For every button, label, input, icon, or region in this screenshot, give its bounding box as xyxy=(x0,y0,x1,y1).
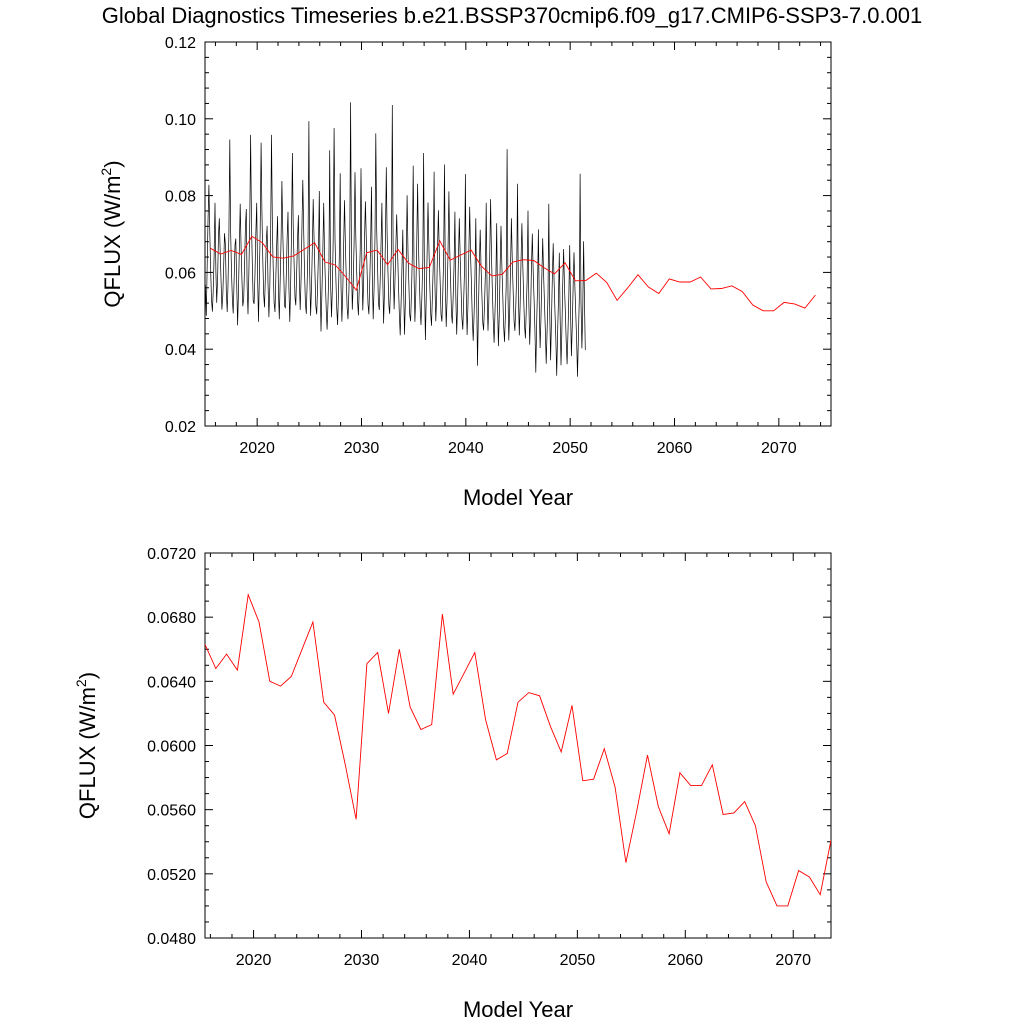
plot-frame xyxy=(204,552,832,939)
y-axis-title: QFLUX (W/m2) xyxy=(98,160,125,307)
x-tick-label: 2070 xyxy=(761,440,797,457)
figure-title: Global Diagnostics Timeseries b.e21.BSSP… xyxy=(102,3,923,28)
y-axis-title-superscript: 2 xyxy=(73,679,89,687)
monthly-series-line xyxy=(205,102,586,377)
y-axis-title: QFLUX (W/m2) xyxy=(73,672,100,819)
x-tick-label: 2050 xyxy=(552,440,588,457)
annual-mean-series-line xyxy=(209,235,816,312)
x-tick-label: 2050 xyxy=(560,952,596,969)
x-tick-label: 2030 xyxy=(344,952,380,969)
y-tick-label: 0.10 xyxy=(165,112,196,129)
y-tick-label: 0.0640 xyxy=(147,674,196,691)
y-tick-label: 0.0600 xyxy=(147,739,196,756)
y-tick-label: 0.02 xyxy=(165,419,196,436)
x-tick-label: 2040 xyxy=(448,440,484,457)
y-axis-title-text: QFLUX (W/m xyxy=(75,687,100,819)
y-axis-title-close: ) xyxy=(75,672,100,679)
y-tick-label: 0.04 xyxy=(165,342,196,359)
y-axis-title-superscript: 2 xyxy=(98,168,114,176)
x-axis-title: Model Year xyxy=(463,997,573,1022)
y-tick-label: 0.08 xyxy=(165,189,196,206)
y-tick-label: 0.06 xyxy=(165,265,196,282)
y-tick-label: 0.0480 xyxy=(147,931,196,948)
x-tick-label: 2020 xyxy=(236,952,272,969)
y-tick-label: 0.0720 xyxy=(147,546,196,563)
y-tick-label: 0.12 xyxy=(165,35,196,52)
y-tick-label: 0.0680 xyxy=(147,610,196,627)
x-tick-label: 2060 xyxy=(667,952,703,969)
top-panel-monthly-timeseries: 2020 2030 2040 2050 2060 2070 0.02 0.04 0.06 0.08… xyxy=(98,35,832,510)
bottom-panel-annual-timeseries: 2020 2030 2040 2050 2060 2070 0.0480 0.0520 0.05… xyxy=(73,546,832,1022)
x-tick-label: 2040 xyxy=(452,952,488,969)
annual-mean-series-line xyxy=(205,592,831,907)
x-tick-label: 2020 xyxy=(239,440,275,457)
plot-frame xyxy=(204,41,832,427)
y-tick-label: 0.0520 xyxy=(147,867,196,884)
x-tick-label: 2030 xyxy=(344,440,380,457)
x-tick-label: 2060 xyxy=(657,440,693,457)
y-axis-title-close: ) xyxy=(100,160,125,167)
x-axis-title: Model Year xyxy=(463,485,573,510)
y-tick-label: 0.0560 xyxy=(147,803,196,820)
x-tick-label: 2070 xyxy=(775,952,811,969)
y-axis-title-text: QFLUX (W/m xyxy=(100,176,125,308)
